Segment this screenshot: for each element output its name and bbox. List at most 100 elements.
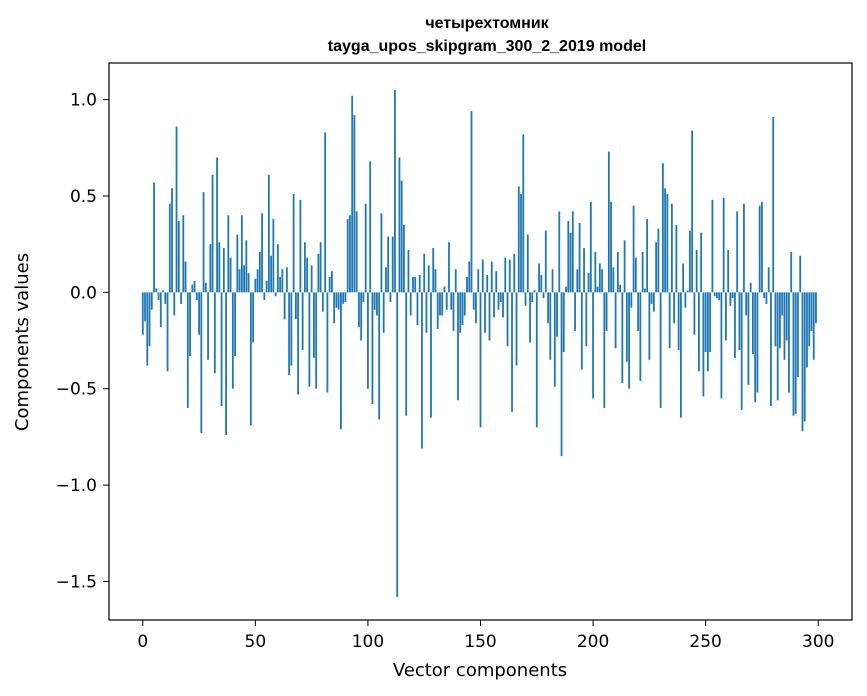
bar bbox=[661, 163, 664, 293]
bar bbox=[394, 89, 396, 293]
bar bbox=[418, 275, 421, 293]
bar bbox=[493, 292, 495, 318]
bar bbox=[731, 292, 734, 299]
bar bbox=[193, 280, 196, 293]
bar bbox=[569, 232, 572, 293]
bar bbox=[652, 292, 655, 312]
bar bbox=[353, 115, 356, 293]
y-tick-label: −0.5 bbox=[56, 380, 97, 400]
bar bbox=[797, 292, 799, 378]
bar bbox=[659, 292, 662, 408]
bar bbox=[490, 261, 493, 293]
y-axis-label: Components values bbox=[12, 253, 33, 431]
bar bbox=[558, 211, 561, 293]
bar bbox=[524, 292, 527, 306]
bar bbox=[342, 292, 345, 304]
bar bbox=[367, 292, 369, 389]
bar bbox=[222, 248, 225, 293]
bar bbox=[709, 292, 712, 353]
bar bbox=[364, 203, 367, 293]
bar bbox=[538, 263, 540, 293]
bar bbox=[398, 157, 401, 293]
bar bbox=[256, 269, 259, 293]
bar bbox=[405, 292, 408, 416]
bar bbox=[589, 201, 592, 293]
bar bbox=[745, 292, 748, 316]
bar bbox=[603, 292, 606, 408]
bar bbox=[556, 292, 558, 337]
bar bbox=[725, 292, 727, 341]
bar bbox=[614, 292, 617, 349]
y-tick-label: 1.0 bbox=[70, 91, 97, 111]
bar bbox=[664, 188, 667, 293]
bar bbox=[448, 242, 450, 293]
bar bbox=[146, 292, 149, 366]
bars bbox=[141, 89, 817, 597]
bar bbox=[754, 292, 757, 403]
bar bbox=[450, 292, 453, 310]
y-tick-label: 0.5 bbox=[70, 187, 97, 207]
bar bbox=[716, 292, 718, 299]
bar bbox=[711, 199, 714, 293]
bar bbox=[616, 251, 619, 293]
bar bbox=[551, 269, 554, 293]
bar bbox=[324, 132, 327, 293]
bar bbox=[576, 269, 579, 293]
bar bbox=[553, 292, 556, 387]
x-tick-label: 0 bbox=[137, 632, 148, 652]
bar bbox=[315, 292, 318, 389]
bar bbox=[592, 292, 594, 399]
bar bbox=[209, 244, 212, 293]
bar bbox=[358, 292, 360, 328]
bar bbox=[648, 292, 651, 360]
bar bbox=[761, 201, 763, 293]
bar bbox=[423, 253, 426, 293]
bar bbox=[691, 130, 694, 293]
x-tick-label: 200 bbox=[577, 632, 609, 652]
bar bbox=[157, 292, 160, 301]
bar bbox=[285, 267, 288, 293]
chart-subtitle: tayga_upos_skipgram_300_2_2019 model bbox=[328, 38, 646, 55]
bar bbox=[468, 261, 471, 293]
bar bbox=[779, 292, 781, 349]
bar bbox=[639, 292, 642, 382]
bar bbox=[477, 269, 480, 293]
bar bbox=[752, 292, 754, 355]
bar bbox=[585, 292, 588, 347]
bar bbox=[204, 282, 207, 293]
bar bbox=[650, 292, 653, 304]
bar bbox=[713, 292, 716, 297]
bar bbox=[515, 292, 518, 366]
bar bbox=[788, 292, 790, 393]
bar bbox=[461, 292, 464, 326]
bar bbox=[180, 292, 182, 304]
bar bbox=[655, 242, 658, 293]
bar bbox=[344, 292, 347, 302]
bar bbox=[475, 292, 477, 324]
bar bbox=[263, 292, 266, 301]
bar bbox=[526, 234, 529, 293]
bar bbox=[317, 253, 320, 293]
bar bbox=[380, 213, 383, 293]
bar bbox=[229, 257, 232, 293]
bar bbox=[785, 292, 788, 341]
bar bbox=[670, 203, 673, 293]
bar bbox=[182, 215, 185, 293]
bar bbox=[488, 292, 491, 341]
bar bbox=[414, 276, 417, 293]
bar bbox=[621, 292, 624, 383]
bar bbox=[747, 292, 750, 385]
y-axis: −1.5 −1.0 −0.5 0.0 0.5 1.0 bbox=[56, 91, 109, 592]
bar bbox=[560, 292, 563, 457]
bar bbox=[403, 224, 405, 293]
bar bbox=[743, 203, 745, 293]
bar bbox=[704, 292, 707, 353]
bar bbox=[684, 292, 687, 308]
x-tick-label: 100 bbox=[352, 632, 384, 652]
bar bbox=[547, 292, 549, 324]
bar bbox=[810, 292, 813, 331]
y-tick-label: 0.0 bbox=[70, 283, 97, 303]
bar bbox=[349, 215, 351, 293]
